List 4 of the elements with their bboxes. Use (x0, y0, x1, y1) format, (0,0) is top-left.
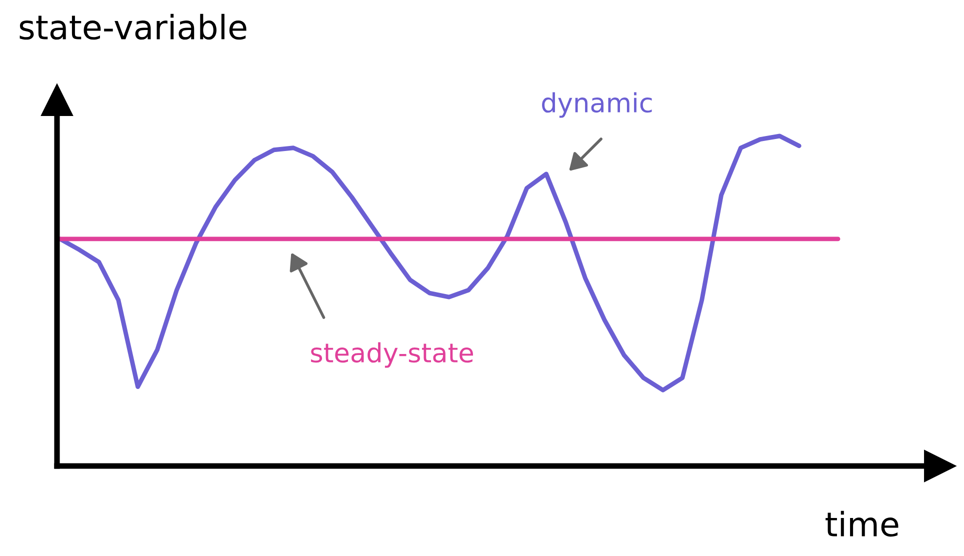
text: steady-state (311, 342, 473, 368)
y-axis-title: state-variable (20, 14, 246, 40)
x-axis-title: time (826, 510, 898, 537)
text: dynamic (542, 92, 652, 118)
